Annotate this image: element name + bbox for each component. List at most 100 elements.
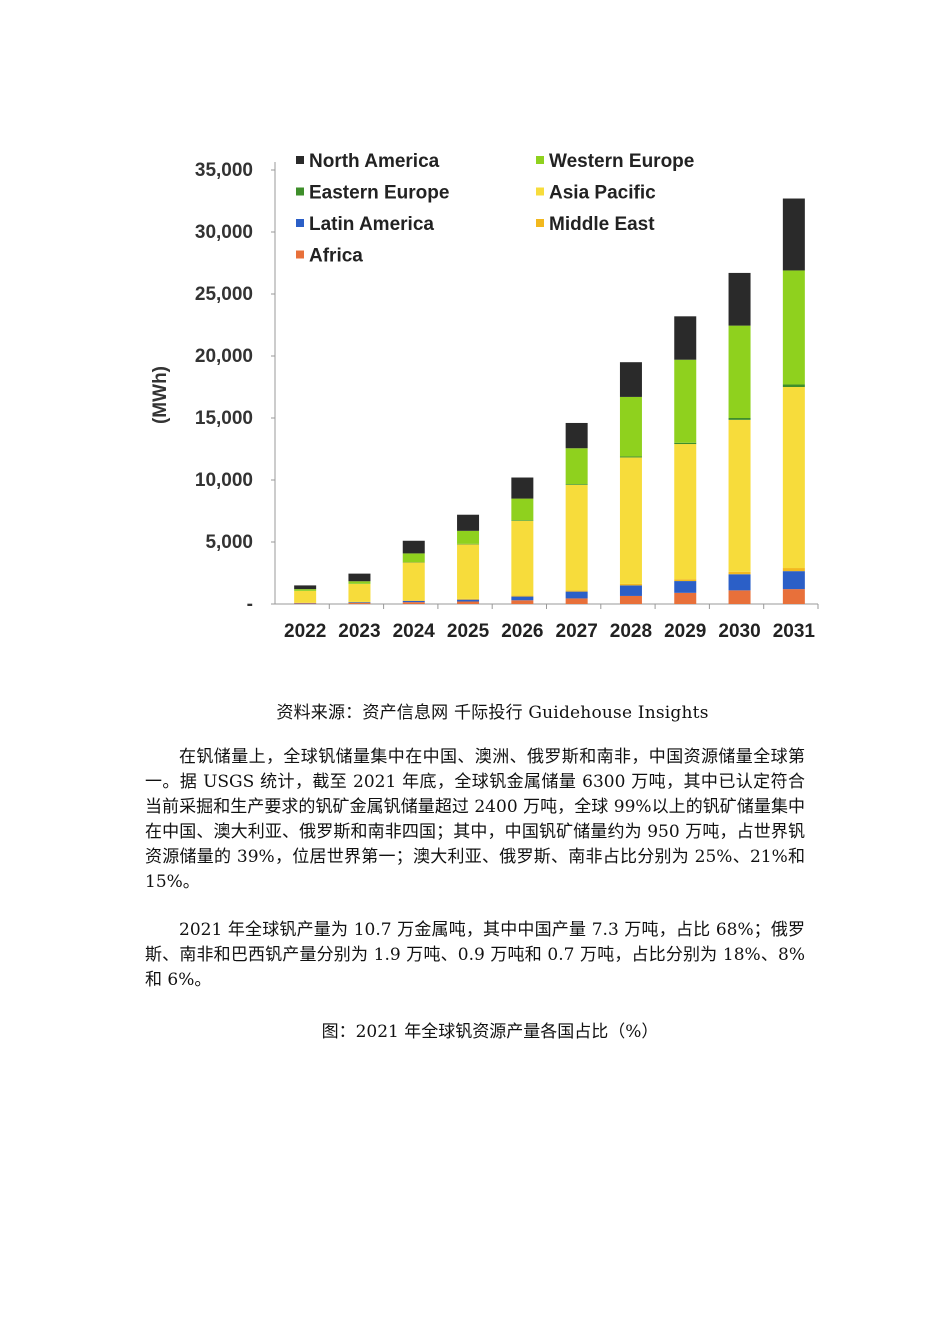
legend-swatch [296,219,304,227]
legend-swatch [536,219,544,227]
x-tick-label: 2025 [447,621,490,642]
bar-segment-western-europe [674,359,697,443]
legend-swatch [536,187,544,196]
legend-label: Asia Pacific [549,183,656,204]
bar-segment-africa [728,590,751,604]
stacked-bar-chart: - 5,000 10,000 15,000 20,000 25,000 30,000 35,0… [140,140,830,660]
bar-segment-latin-america [619,585,642,596]
x-tick-label: 2022 [284,621,326,642]
bar-segment-asia-pacific [674,444,697,580]
legend-label: Western Europe [549,151,694,172]
bar-segment-asia-pacific [511,520,534,596]
y-tick-label: 5,000 [205,532,253,553]
chart-svg: - 5,000 10,000 15,000 20,000 25,000 30,000 35,0… [150,151,819,642]
bar-segment-middle-east [782,568,805,572]
y-tick-label: - [247,594,253,615]
legend-swatch [296,187,304,196]
bar-segment-asia-pacific [348,583,371,602]
y-tick-label: 20,000 [195,346,253,367]
bar-segment-latin-america [782,571,805,590]
x-tick-label: 2029 [664,621,706,642]
bar-segment-latin-america [728,574,751,591]
bar-segment-latin-america [674,581,697,593]
bar-segment-north-america [402,540,425,554]
bar-segment-eastern-europe [619,456,642,458]
bar-segment-middle-east [511,595,534,597]
legend-label: Eastern Europe [309,183,449,204]
figure-caption: 图：2021 年全球钒资源产量各国占比（%） [321,1022,659,1042]
paragraph-production: 2021 年全球钒产量为 10.7 万金属吨，其中中国产量 7.3 万吨，占比 … [145,920,805,990]
bar-segment-africa [782,589,805,604]
bar-segment-middle-east [402,600,425,601]
bar-segment-middle-east [619,583,642,586]
bar-segment-north-america [782,198,805,271]
bar-segment-eastern-europe [511,520,534,521]
bar-segment-north-america [294,585,317,590]
bar-segment-north-america [565,422,588,449]
bar-segment-asia-pacific [402,562,425,601]
legend-swatch [536,156,544,164]
bar-segment-asia-pacific [457,544,480,599]
x-tick-label: 2031 [773,621,816,642]
bar-segment-north-america [728,272,751,326]
bar-segment-africa [457,601,480,604]
bar-segment-western-europe [348,581,371,584]
bar-segment-western-europe [511,498,534,521]
legend-label: North America [309,151,440,172]
bar-segment-africa [674,592,697,604]
bar-segment-africa [511,600,534,604]
bar-segment-north-america [674,316,697,360]
x-tick-label: 2023 [338,621,380,642]
bar-segment-asia-pacific [294,590,317,603]
legend-swatch [296,250,304,259]
bar-segment-africa [294,603,317,604]
bar-segment-middle-east [674,579,697,582]
bar-segment-eastern-europe [728,418,751,420]
bar-segment-western-europe [728,325,751,418]
legend-label: Middle East [549,214,655,235]
bar-segment-latin-america [511,596,534,601]
y-tick-label: 30,000 [195,222,253,243]
y-tick-label: 35,000 [195,160,253,181]
bar-segment-western-europe [619,396,642,457]
y-tick-label: 25,000 [195,284,253,305]
bar-segment-western-europe [457,530,480,544]
bar-segment-eastern-europe [782,384,805,387]
bar-segment-latin-america [348,602,371,604]
bar-segment-north-america [348,573,371,582]
bar-segment-middle-east [565,590,588,592]
bar-segment-western-europe [782,270,805,385]
source-note: 资料来源：资产信息网 千际投行 Guidehouse Insights [276,703,709,723]
bar-segment-western-europe [294,589,317,591]
x-tick-label: 2026 [501,621,543,642]
x-tick-label: 2030 [718,621,760,642]
x-tick-label: 2028 [610,621,652,642]
paragraph-reserves: 在钒储量上，全球钒储量集中在中国、澳洲、俄罗斯和南非，中国资源储量全球第一。据 … [145,747,805,892]
x-tick-label: 2024 [393,621,436,642]
bar-segment-asia-pacific [782,387,805,569]
y-tick-label: 10,000 [195,470,253,491]
bar-segment-middle-east [457,598,480,600]
bar-segment-africa [619,595,642,604]
legend-label: Africa [309,246,363,267]
legend-swatch [296,156,304,164]
bar-segment-western-europe [402,553,425,563]
bar-segment-africa [348,603,371,604]
bar-segment-western-europe [565,448,588,485]
bar-segment-latin-america [565,591,588,599]
bar-segment-asia-pacific [565,484,588,591]
y-axis-label: (MWh) [150,366,171,424]
bar-segment-latin-america [402,600,425,603]
bar-segment-asia-pacific [619,457,642,584]
bar-segment-asia-pacific [728,419,751,572]
bar-segment-eastern-europe [565,484,588,485]
x-tick-label: 2027 [556,621,598,642]
legend-label: Latin America [309,214,434,235]
bar-segment-latin-america [457,599,480,602]
bar-segment-north-america [457,514,480,531]
bar-segment-eastern-europe [674,442,697,445]
bar-segment-africa [565,598,588,604]
bar-segment-north-america [511,477,534,499]
bar-segment-africa [402,602,425,604]
y-tick-label: 15,000 [195,408,253,429]
